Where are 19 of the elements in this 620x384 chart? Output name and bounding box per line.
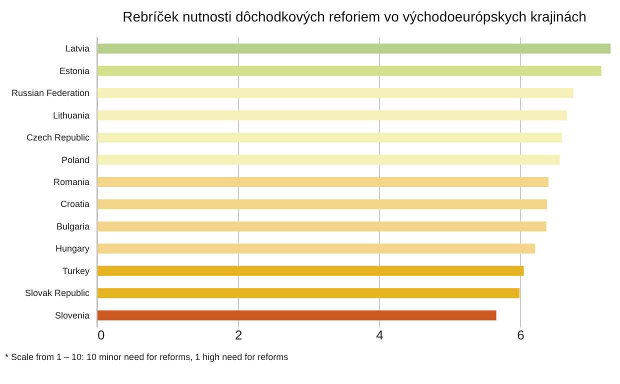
chart-title: Rebríček nutnosti dôchodkových reforiem vo východoeurópskych krajinách bbox=[122, 8, 586, 24]
y-tick-label: Bulgaria bbox=[56, 221, 90, 232]
y-tick-label: Latvia bbox=[65, 44, 90, 54]
y-tick-label: Poland bbox=[61, 154, 90, 165]
y-tick-label: Estonia bbox=[59, 66, 90, 76]
x-tick-label: 2 bbox=[234, 328, 242, 342]
y-tick-label: Czech Republic bbox=[26, 132, 90, 143]
x-tick-label: 0 bbox=[98, 328, 105, 342]
y-tick-label: Turkey bbox=[62, 266, 90, 276]
x-tick-label: 6 bbox=[517, 328, 524, 342]
y-tick-label: Romania bbox=[53, 177, 90, 187]
y-tick-label: Lithuania bbox=[52, 110, 90, 120]
y-tick-label: Croatia bbox=[60, 199, 90, 210]
text: * Scale from 1 – 10: 10 minor need for reforms, 1 high need for reforms bbox=[5, 352, 289, 362]
y-tick-label: Russian Federation bbox=[11, 88, 90, 98]
y-tick-label: Slovenia bbox=[54, 310, 90, 320]
y-tick-label: Hungary bbox=[55, 244, 90, 254]
y-tick-label: Slovak Republic bbox=[24, 288, 90, 298]
x-tick-label: 4 bbox=[376, 328, 384, 342]
